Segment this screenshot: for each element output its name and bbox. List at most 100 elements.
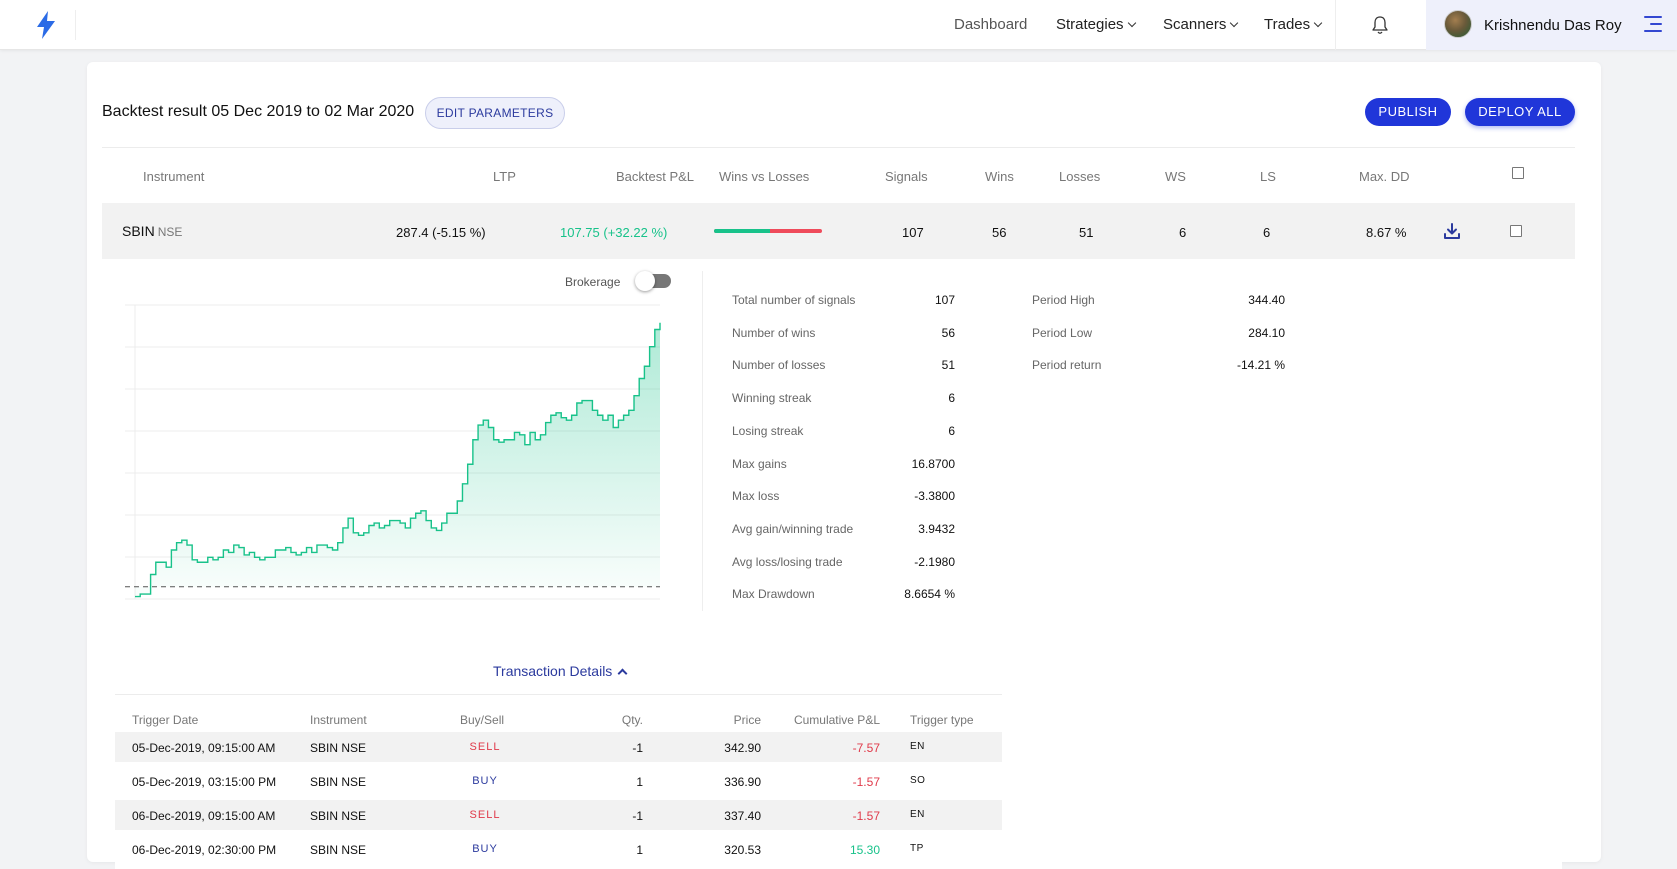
- chevron-down-icon: [1127, 18, 1136, 28]
- col-ws: WS: [1165, 169, 1186, 184]
- wins-vs-losses-bar: [714, 229, 822, 233]
- col-wins: Wins: [985, 169, 1014, 184]
- col-losses: Losses: [1059, 169, 1101, 184]
- nav-scanners[interactable]: Scanners: [1163, 16, 1239, 33]
- col-trigger-date: Trigger Date: [132, 713, 199, 727]
- table-row[interactable]: 06-Dec-2019, 02:30:00 PM SBIN NSE BUY 1 320.…: [115, 834, 1002, 864]
- nav-divider: [1335, 0, 1336, 50]
- trigger-date: 05-Dec-2019, 09:15:00 AM: [132, 741, 276, 755]
- page-title: Backtest result 05 Dec 2019 to 02 Mar 20…: [102, 103, 415, 120]
- stat-value: 6: [948, 391, 955, 406]
- transaction-details-label: Transaction Details: [493, 663, 613, 679]
- top-navbar: Dashboard Strategies Scanners Trades Kri…: [0, 0, 1677, 50]
- trigger-type: EN: [910, 741, 925, 752]
- stat-label: Number of wins: [732, 325, 816, 340]
- cumulative-pnl: -7.57: [852, 741, 880, 755]
- period-label: Period Low: [1032, 325, 1093, 340]
- stat-label: Avg gain/winning trade: [732, 521, 854, 536]
- table-row[interactable]: SBIN NSE 287.4 (-5.15 %) 107.75 (+32.22 %…: [102, 203, 1575, 259]
- stat-value: -3.3800: [914, 489, 955, 504]
- table-row[interactable]: 05-Dec-2019, 09:15:00 AM SBIN NSE SELL -1 34…: [115, 732, 1002, 762]
- ws-cell: 6: [1179, 225, 1187, 240]
- nav-strategies[interactable]: Strategies: [1056, 16, 1136, 33]
- chevron-up-icon: [617, 668, 628, 679]
- cumulative-pnl: 15.30: [849, 843, 880, 857]
- bolt-logo-icon[interactable]: [30, 9, 62, 41]
- col-pnl: Backtest P&L: [616, 169, 695, 184]
- trigger-type: TP: [910, 843, 924, 854]
- price: 337.40: [724, 809, 761, 823]
- stat-label: Losing streak: [732, 423, 804, 438]
- max-dd-cell: 8.67 %: [1366, 225, 1407, 240]
- nav-strategies-label: Strategies: [1056, 16, 1124, 33]
- wins-fill: [714, 229, 771, 233]
- hamburger-menu-icon[interactable]: [1644, 16, 1662, 32]
- col-signals: Signals: [885, 169, 928, 184]
- qty: 1: [636, 775, 643, 789]
- nav-trades-label: Trades: [1264, 16, 1311, 33]
- stat-value: 107: [934, 293, 955, 307]
- stat-label: Max loss: [732, 489, 780, 504]
- edit-parameters-button[interactable]: EDIT PARAMETERS: [425, 97, 565, 129]
- trigger-type: EN: [910, 809, 925, 820]
- period-value: -14.21 %: [1236, 358, 1285, 373]
- stat-value: 6: [948, 423, 955, 438]
- col-ls: LS: [1260, 169, 1276, 184]
- col-trigger-type: Trigger type: [910, 713, 974, 727]
- trigger-date: 06-Dec-2019, 09:15:00 AM: [132, 809, 276, 823]
- instrument: SBIN NSE: [310, 775, 367, 789]
- transaction-details-toggle[interactable]: Transaction Details: [493, 663, 628, 679]
- col-price: Price: [733, 713, 761, 727]
- price: 336.90: [724, 775, 761, 789]
- instrument: SBIN NSE: [310, 809, 367, 823]
- brokerage-toggle[interactable]: [635, 271, 671, 291]
- equity-line: [135, 322, 661, 598]
- side-badge: SELL: [469, 741, 501, 753]
- user-menu[interactable]: Krishnendu Das Roy: [1426, 0, 1677, 50]
- table-row[interactable]: 05-Dec-2019, 03:15:00 PM SBIN NSE BUY 1 336.…: [115, 766, 1002, 796]
- equity-area: [135, 322, 660, 597]
- toggle-knob[interactable]: [635, 271, 655, 291]
- losses-cell: 51: [1079, 225, 1094, 240]
- publish-button[interactable]: PUBLISH: [1365, 98, 1451, 126]
- period-value: 284.10: [1248, 325, 1285, 340]
- instrument: SBIN NSE: [310, 741, 367, 755]
- col-buy-sell: Buy/Sell: [460, 713, 505, 727]
- divider: [102, 147, 1575, 148]
- download-icon[interactable]: [1442, 221, 1462, 241]
- user-name[interactable]: Krishnendu Das Roy: [1484, 17, 1622, 34]
- stat-value: -2.1980: [914, 554, 955, 569]
- nav-divider: [75, 10, 76, 40]
- wins-cell: 56: [992, 225, 1007, 240]
- nav-dashboard[interactable]: Dashboard: [954, 16, 1028, 33]
- instrument-cell: SBIN NSE: [122, 223, 182, 239]
- avatar[interactable]: [1444, 10, 1472, 38]
- chevron-down-icon: [1313, 18, 1323, 28]
- deploy-all-button[interactable]: DEPLOY ALL: [1465, 98, 1575, 126]
- nav-trades[interactable]: Trades: [1264, 16, 1323, 33]
- stat-value: 8.6654 %: [904, 587, 955, 602]
- exchange-tag: NSE: [157, 225, 183, 239]
- col-qty: Qty.: [621, 713, 643, 727]
- stat-label: Avg loss/losing trade: [732, 554, 843, 569]
- transactions-header: Trigger Date Instrument Buy/Sell Qty. Pr…: [115, 694, 1002, 732]
- period-label: Period High: [1032, 293, 1095, 307]
- brokerage-label: Brokerage: [565, 275, 621, 289]
- col-max-dd: Max. DD: [1359, 169, 1410, 184]
- backtest-card: Backtest result 05 Dec 2019 to 02 Mar 20…: [87, 62, 1601, 869]
- ls-cell: 6: [1263, 225, 1271, 240]
- qty: -1: [632, 809, 643, 823]
- stat-label: Max Drawdown: [732, 587, 815, 602]
- col-instrument: Instrument: [310, 713, 367, 727]
- table-row[interactable]: 06-Dec-2019, 09:15:00 AM SBIN NSE SELL -1 33…: [115, 800, 1002, 830]
- stat-label: Winning streak: [732, 391, 812, 406]
- col-ltp: LTP: [493, 169, 516, 184]
- chevron-down-icon: [1230, 18, 1239, 28]
- stat-label: Total number of signals: [732, 293, 856, 307]
- pnl-cell: 107.75 (+32.22 %): [560, 225, 668, 240]
- detail-panel: Brokerage Total number of signals 107 Numb…: [115, 259, 1562, 869]
- stat-value: 56: [941, 325, 955, 340]
- row-checkbox[interactable]: [1510, 225, 1522, 237]
- select-all-checkbox[interactable]: [1512, 167, 1524, 179]
- bell-icon[interactable]: [1371, 15, 1389, 35]
